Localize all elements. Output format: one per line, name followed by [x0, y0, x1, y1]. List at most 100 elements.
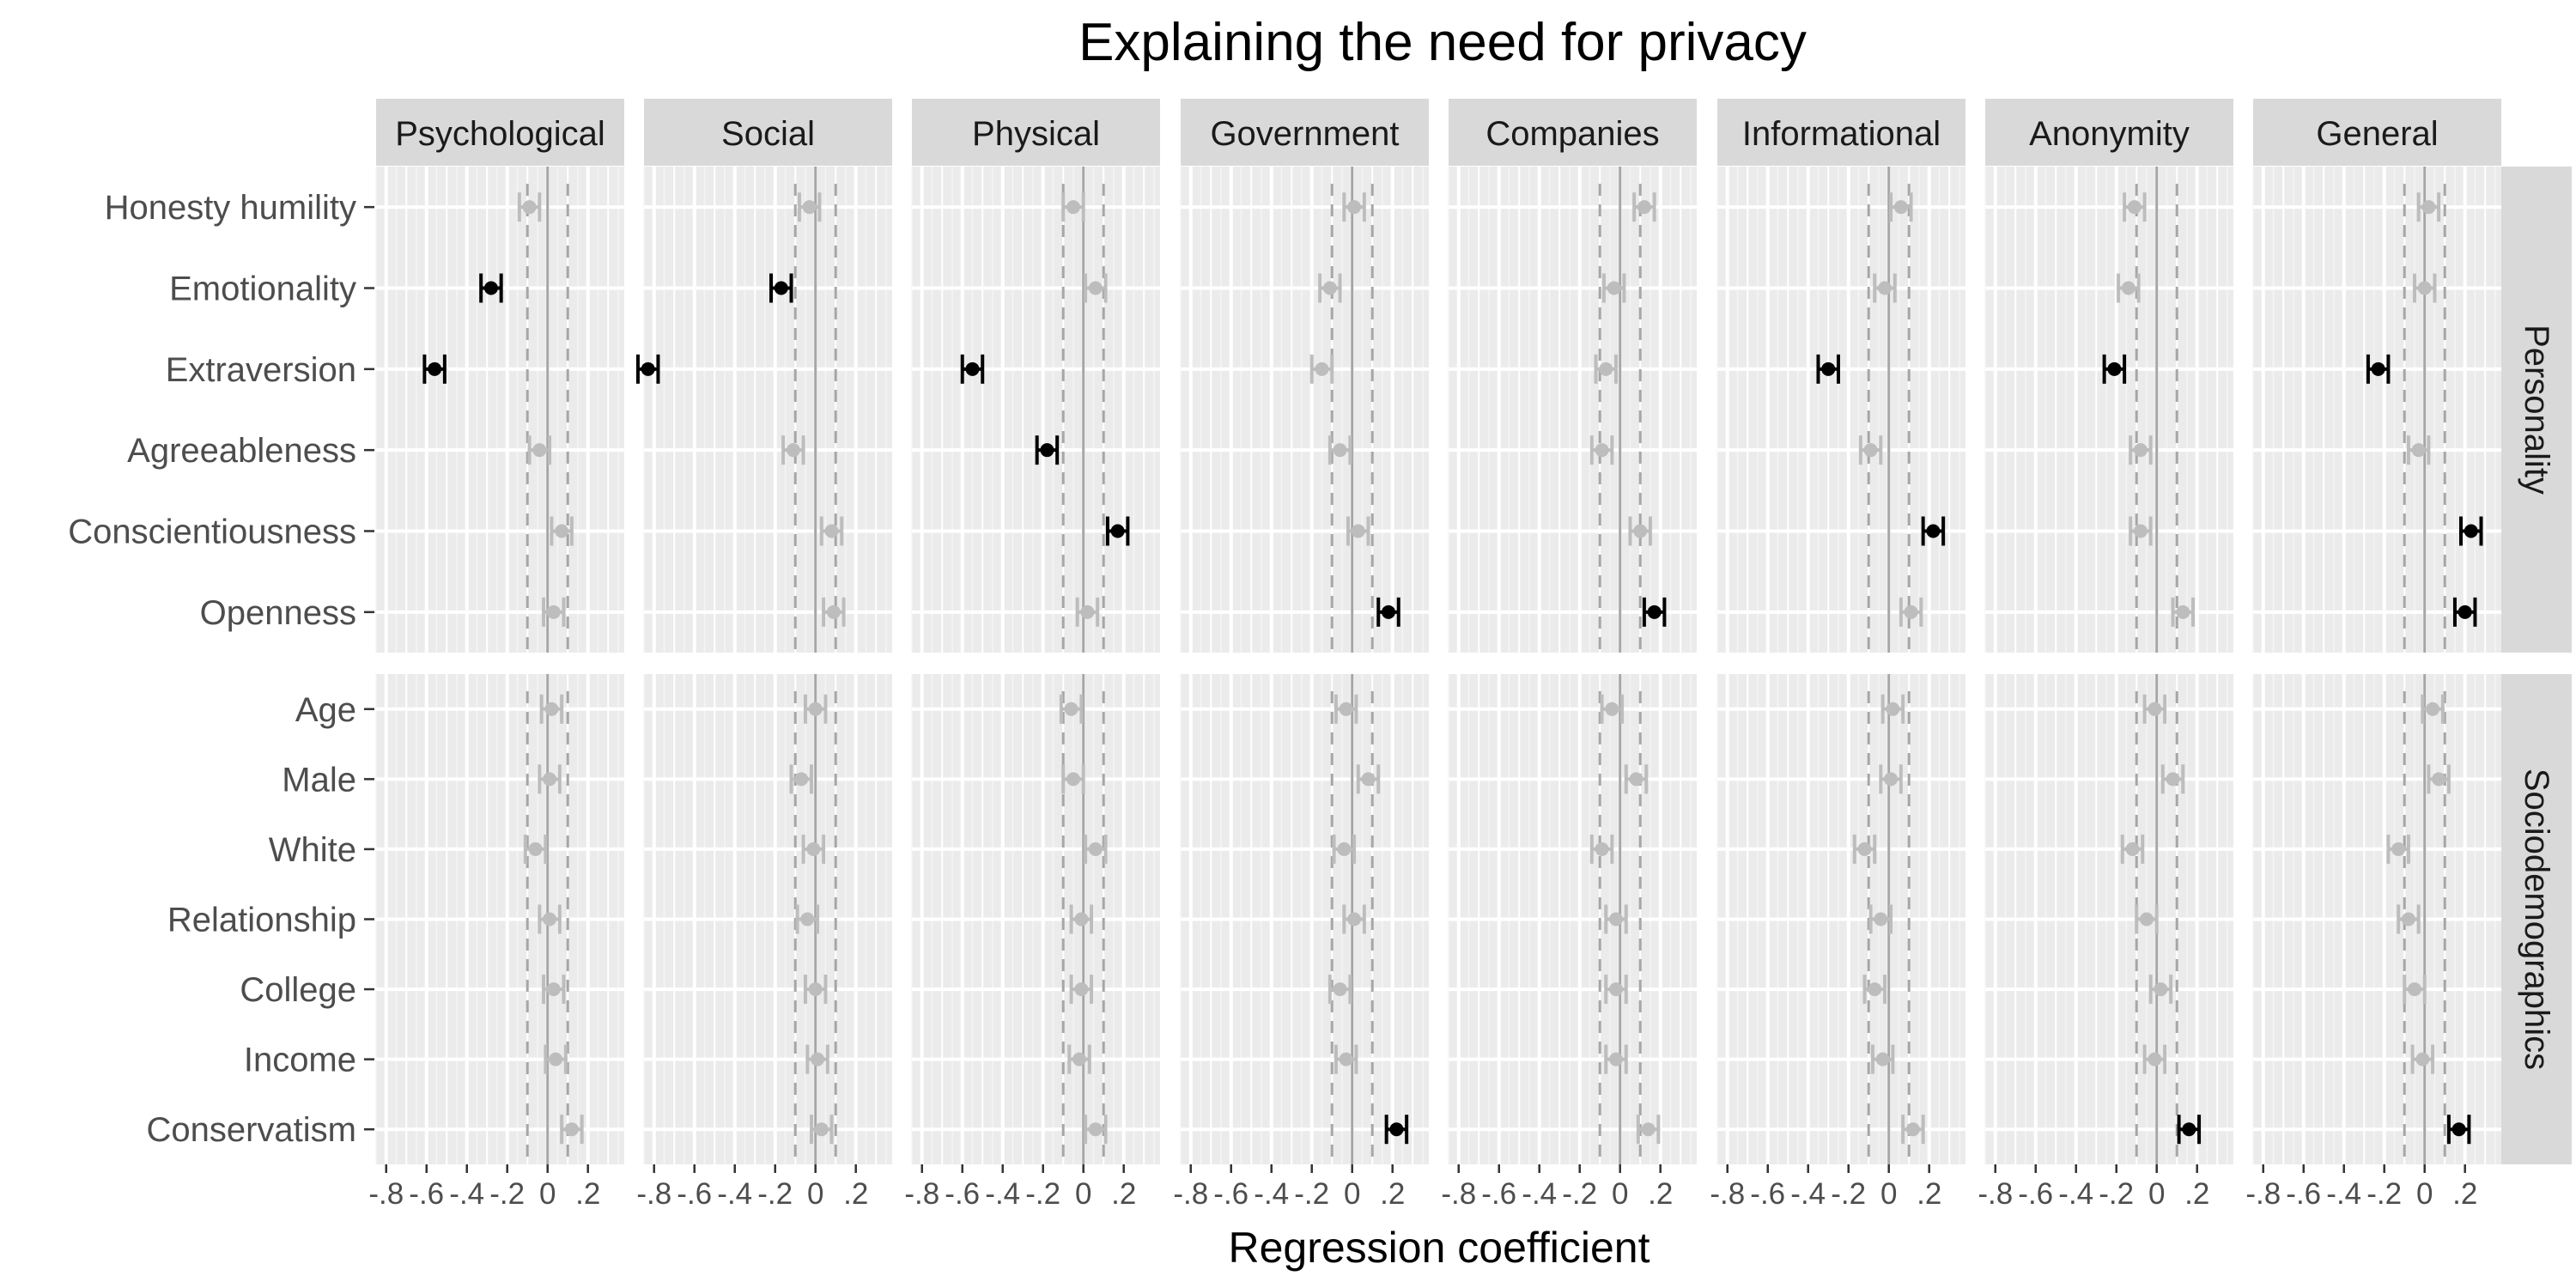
point-estimate [808, 982, 823, 997]
x-tick-label: -.2 [1562, 1177, 1597, 1211]
point-estimate [543, 912, 557, 927]
point-estimate [774, 281, 788, 295]
point-estimate [1609, 1052, 1624, 1066]
point-estimate [1637, 200, 1651, 215]
row-strip-label: Personality [2518, 325, 2555, 495]
y-tick-label: Male [282, 761, 356, 799]
y-tick-label: Agreeableness [127, 432, 356, 470]
panel-background [1449, 167, 1697, 653]
row-strip-label: Sociodemographics [2518, 769, 2555, 1070]
point-estimate [1607, 281, 1621, 295]
panel-background [2253, 167, 2501, 653]
facet-strip [376, 99, 624, 166]
point-estimate [1905, 1122, 1920, 1137]
point-estimate [800, 912, 815, 927]
x-tick-label: .2 [2184, 1177, 2209, 1211]
point-estimate [2407, 982, 2421, 997]
point-estimate [2133, 524, 2148, 538]
x-tick-label: -.4 [717, 1177, 752, 1211]
facet-label: General [2316, 115, 2438, 153]
x-tick-label: -.4 [985, 1177, 1020, 1211]
facet-strip [1717, 99, 1965, 166]
x-tick-label: 0 [807, 1177, 823, 1211]
point-estimate [1609, 982, 1624, 997]
x-tick-label: -.8 [1978, 1177, 2013, 1211]
row-strip [2501, 167, 2572, 653]
x-tick-label: -.4 [449, 1177, 484, 1211]
point-estimate [1629, 772, 1643, 787]
x-tick-label: .2 [843, 1177, 868, 1211]
x-tick-label: -.2 [757, 1177, 793, 1211]
point-estimate [1361, 772, 1376, 787]
point-estimate [543, 772, 557, 787]
point-estimate [2411, 443, 2426, 458]
point-estimate [1884, 772, 1899, 787]
point-estimate [808, 702, 823, 716]
point-estimate [1926, 524, 1941, 538]
point-estimate [1088, 841, 1103, 856]
plot-area: Psychological Social Physical Government Com… [68, 99, 2572, 1211]
point-estimate [2417, 281, 2432, 295]
row-strip [2501, 674, 2572, 1164]
panel-background [376, 167, 624, 653]
point-estimate [1641, 1122, 1656, 1137]
point-estimate [1339, 1052, 1353, 1066]
point-estimate [1066, 200, 1080, 215]
point-estimate [1347, 200, 1362, 215]
x-tick-label: -.8 [636, 1177, 671, 1211]
point-estimate [2182, 1122, 2196, 1137]
point-estimate [1110, 524, 1125, 538]
point-estimate [802, 200, 817, 215]
point-estimate [2426, 702, 2440, 716]
point-estimate [483, 281, 498, 295]
point-estimate [1088, 281, 1103, 295]
x-tick-label: .2 [1917, 1177, 1941, 1211]
x-tick-label: -.6 [1213, 1177, 1249, 1211]
y-tick-label: Relationship [167, 902, 356, 939]
x-tick-label: -.2 [1025, 1177, 1060, 1211]
point-estimate [428, 361, 442, 376]
point-estimate [2451, 1122, 2466, 1137]
point-estimate [1333, 982, 1347, 997]
y-tick-label: College [240, 971, 356, 1009]
point-estimate [1074, 982, 1089, 997]
point-estimate [1074, 912, 1089, 927]
x-tick-label: -.8 [904, 1177, 939, 1211]
point-estimate [1066, 772, 1080, 787]
facet-label: Anonymity [2029, 115, 2190, 153]
point-estimate [1040, 443, 1054, 458]
point-estimate [1315, 361, 1329, 376]
point-estimate [2121, 281, 2136, 295]
point-estimate [1863, 443, 1878, 458]
point-estimate [2458, 605, 2472, 619]
point-estimate [1322, 281, 1337, 295]
x-axis-label: Regression coefficient [1228, 1224, 1649, 1272]
x-tick-label: -.2 [2099, 1177, 2134, 1211]
x-tick-label: .2 [1648, 1177, 1673, 1211]
point-estimate [544, 702, 559, 716]
y-tick-label: Income [244, 1042, 356, 1079]
y-tick-label: Honesty humility [105, 189, 356, 227]
point-estimate [2148, 1052, 2162, 1066]
x-tick-label: -.8 [1173, 1177, 1208, 1211]
facet-strip [2253, 99, 2501, 166]
x-tick-label: 0 [539, 1177, 556, 1211]
point-estimate [1333, 443, 1347, 458]
point-estimate [555, 524, 569, 538]
y-tick-label: Emotionality [169, 270, 356, 308]
point-estimate [2391, 841, 2406, 856]
facet-label: Informational [1742, 115, 1941, 153]
point-estimate [549, 1052, 563, 1066]
x-tick-label: -.2 [1294, 1177, 1329, 1211]
x-tick-label: 0 [2148, 1177, 2165, 1211]
y-tick-label: White [269, 831, 356, 869]
point-estimate [532, 443, 547, 458]
x-tick-label: -.4 [1254, 1177, 1289, 1211]
point-estimate [2421, 200, 2436, 215]
point-estimate [1875, 1052, 1890, 1066]
facet-label: Social [721, 115, 815, 153]
point-estimate [1382, 605, 1396, 619]
point-estimate [1595, 443, 1609, 458]
point-estimate [1893, 200, 1908, 215]
